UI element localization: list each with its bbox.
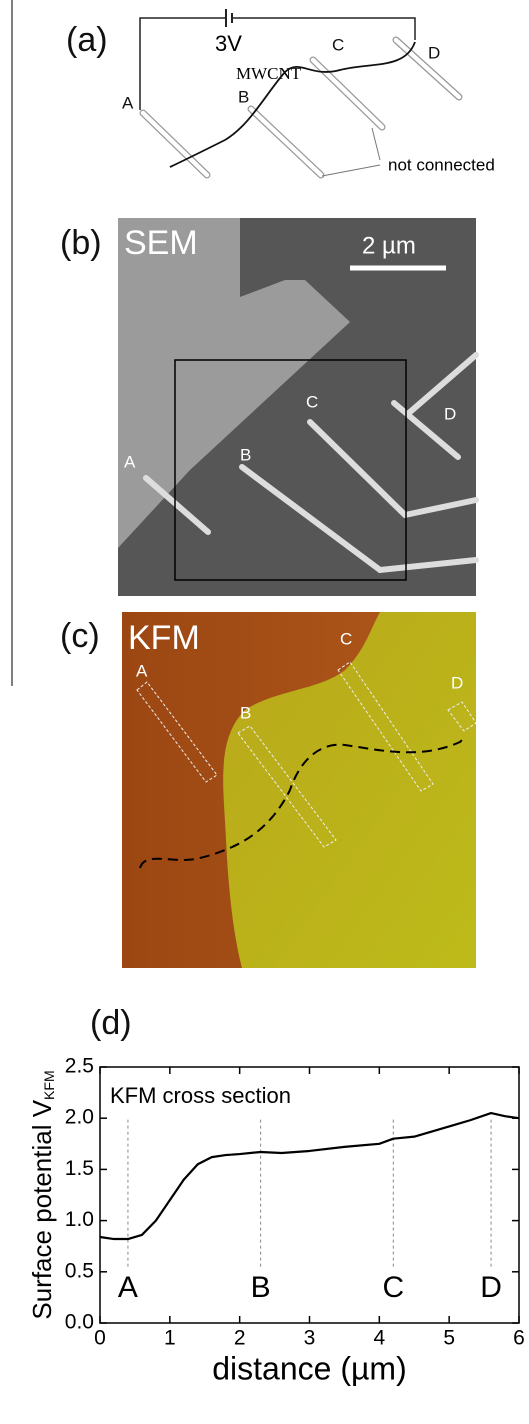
x-tick-label: 2 [234,1327,246,1350]
electrode-label: B [240,703,251,722]
panel-label: (a) [66,21,108,59]
y-axis-title: Surface potential VKFM [27,1070,57,1319]
panel-label: (b) [60,224,102,262]
electrode-label: D [428,43,440,62]
x-tick-label: 6 [513,1327,525,1350]
y-axis-title-sub: KFM [41,1070,57,1100]
marker-label: C [382,1271,404,1304]
sem-title: SEM [124,224,198,262]
pointer [322,128,380,176]
chart: 0.0 0.5 1.0 1.5 2.0 2.5 0 1 2 3 4 5 6 A B C D KFM cross s… [27,1055,525,1387]
electrode-label: B [238,87,249,106]
y-tick-label: 0.0 [65,1311,94,1334]
x-tick-label: 5 [443,1327,455,1350]
x-tick-label: 3 [304,1327,316,1350]
panel-label: (d) [90,1004,132,1042]
y-axis-title-main: Surface potential V [27,1099,57,1319]
panel-b: (b) SEM 2 µm A B C D [60,218,476,596]
electrode-label: A [136,661,148,680]
x-tick-label: 4 [373,1327,385,1350]
marker-label: A [118,1271,138,1304]
y-tick-label: 2.5 [65,1055,94,1078]
figure: (a) 3V MWCNT not connected ABCD (b) SEM [0,0,529,1419]
y-tick-label: 0.5 [65,1259,94,1282]
electrode-label: C [340,629,352,648]
y-tick-label: 1.0 [65,1208,94,1231]
note: not connected [388,155,495,174]
x-tick-label: 0 [94,1327,106,1350]
marker-label: D [480,1271,502,1304]
electrode-label: C [306,392,318,411]
electrode-label: C [332,35,344,54]
y-tick-label: 1.5 [65,1157,94,1180]
marker-label: B [251,1271,271,1304]
voltage: 3V [215,31,242,56]
series-line [100,1113,519,1239]
x-tick-label: 1 [164,1327,176,1350]
scale-label: 2 µm [362,232,416,259]
electrode-label: B [240,445,251,464]
annotation: KFM cross section [110,1083,291,1108]
kfm-title: KFM [128,619,200,657]
electrode-label: D [444,404,456,423]
panel-c: (c) KFM A B C D [60,612,476,968]
electrode-label: A [124,452,136,471]
panel-label: (c) [60,617,100,655]
electrode-label: A [122,93,134,112]
x-axis-title: distance (µm) [212,1350,406,1386]
y-tick-label: 2.0 [65,1106,94,1129]
electrode-label: D [451,673,463,692]
